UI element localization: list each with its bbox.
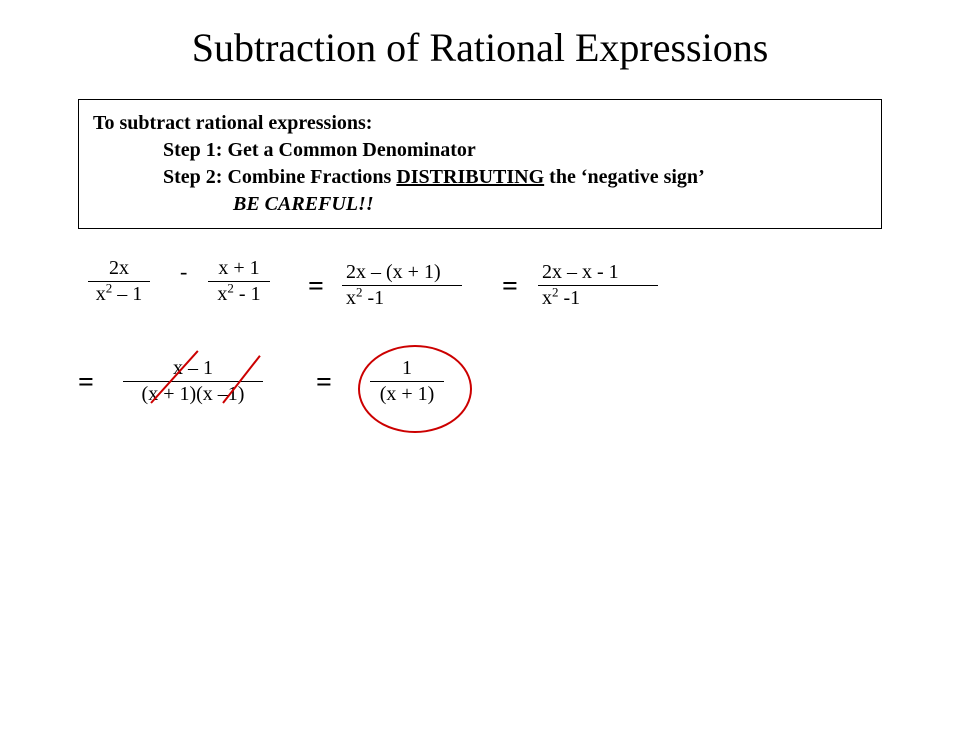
answer-circle (358, 345, 472, 433)
frac1-den: x2 – 1 (88, 283, 150, 306)
frac4-num: 2x – x - 1 (538, 261, 658, 284)
equals-2: = (502, 271, 518, 303)
equals-4: = (316, 367, 332, 399)
rules-intro: To subtract rational expressions: (93, 112, 372, 134)
rules-step1: Step 1: Get a Common Denominator (93, 137, 867, 164)
rules-step2-neg: negative sign (588, 166, 699, 188)
fraction-3: 2x – (x + 1) x2 -1 (342, 261, 462, 310)
fraction-4: 2x – x - 1 x2 -1 (538, 261, 658, 310)
quote-open: ‘ (581, 166, 588, 188)
math-row-1: 2x x2 – 1 - x + 1 x2 - 1 = 2x – (x + 1) … (78, 257, 960, 337)
equals-3: = (78, 367, 94, 399)
fraction-2: x + 1 x2 - 1 (208, 257, 270, 306)
frac2-den: x2 - 1 (208, 283, 270, 306)
equals-1: = (308, 271, 324, 303)
rules-step2-post: the (544, 166, 581, 188)
fraction-5: x – 1 (x + 1)(x –1) (123, 357, 263, 406)
rules-step2-pre: Step 2: Combine Fractions (163, 166, 396, 188)
rules-step2: Step 2: Combine Fractions DISTRIBUTING t… (93, 164, 867, 191)
frac5-den: (x + 1)(x –1) (123, 383, 263, 406)
frac5-bar (123, 381, 263, 382)
frac1-bar (88, 281, 150, 282)
math-row-2: = x – 1 (x + 1)(x –1) = 1 (x + 1) (78, 357, 960, 457)
page-title: Subtraction of Rational Expressions (0, 24, 960, 71)
frac4-den: x2 -1 (538, 287, 658, 310)
frac3-num: 2x – (x + 1) (342, 261, 462, 284)
quote-close: ’ (698, 166, 705, 188)
rule-box: To subtract rational expressions: Step 1… (78, 99, 882, 229)
frac3-den: x2 -1 (342, 287, 462, 310)
minus-operator: - (180, 259, 187, 285)
frac1-num: 2x (88, 257, 150, 280)
frac2-num: x + 1 (208, 257, 270, 280)
rules-careful: BE CAREFUL!! (93, 191, 867, 218)
frac2-bar (208, 281, 270, 282)
rules-step2-under: DISTRIBUTING (396, 166, 544, 188)
fraction-1: 2x x2 – 1 (88, 257, 150, 306)
